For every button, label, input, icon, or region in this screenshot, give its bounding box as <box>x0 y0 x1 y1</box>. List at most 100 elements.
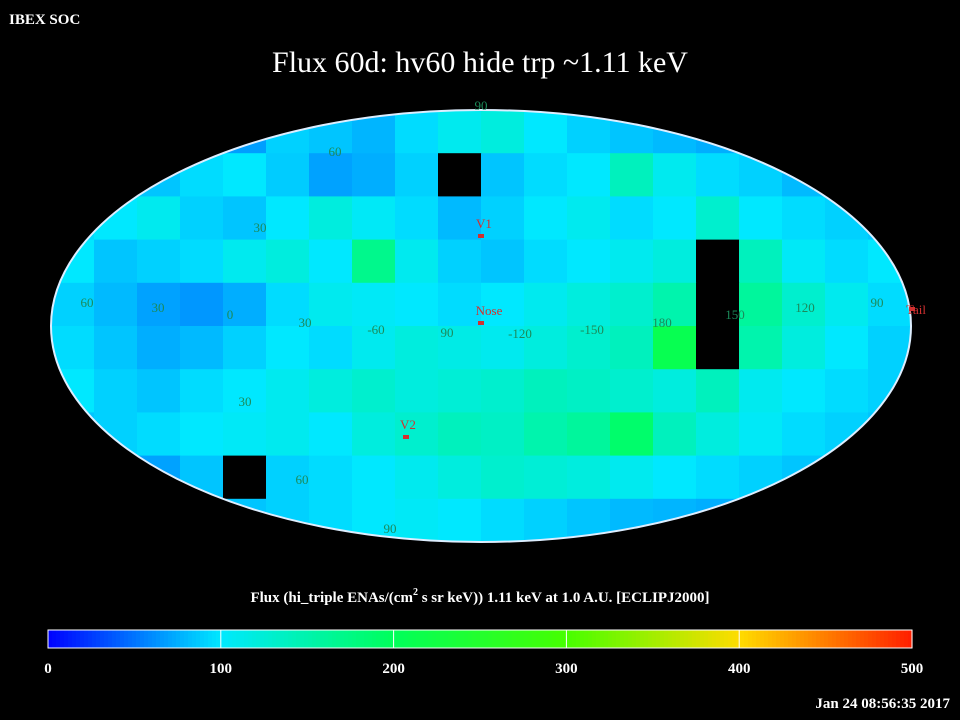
colorbar-swatch <box>616 630 621 648</box>
marker-label: Tail <box>906 302 926 317</box>
colorbar-swatch <box>584 630 589 648</box>
flux-cell <box>137 282 181 327</box>
colorbar-swatch <box>244 630 249 648</box>
flux-cell <box>524 239 568 284</box>
colorbar-swatch <box>824 630 829 648</box>
colorbar-swatch <box>144 630 149 648</box>
colorbar-swatch <box>344 630 349 648</box>
flux-cell <box>438 498 482 542</box>
flux-cell <box>524 153 568 197</box>
grid-label: 0 <box>227 307 234 322</box>
colorbar-swatch <box>76 630 81 648</box>
marker <box>478 234 484 238</box>
flux-cell <box>610 369 654 413</box>
colorbar-swatch <box>212 630 217 648</box>
colorbar-swatch <box>556 630 561 648</box>
colorbar-swatch <box>688 630 693 648</box>
flux-cell <box>223 326 267 370</box>
colorbar-swatch <box>752 630 757 648</box>
colorbar-swatch <box>808 630 813 648</box>
flux-cell <box>481 369 525 413</box>
grid-label: -150 <box>580 322 604 337</box>
colorbar-swatch <box>468 630 473 648</box>
flux-cell <box>567 455 611 500</box>
colorbar-swatch <box>484 630 489 648</box>
grid-label: 90 <box>441 325 454 340</box>
grid-label: 60 <box>329 144 342 159</box>
colorbar-swatch <box>692 630 697 648</box>
colorbar-swatch <box>684 630 689 648</box>
flux-cell <box>567 369 611 413</box>
colorbar-swatch <box>184 630 189 648</box>
flux-cell <box>567 412 611 457</box>
colorbar-swatch <box>172 630 177 648</box>
colorbar-swatch <box>524 630 529 648</box>
colorbar-swatch <box>200 630 205 648</box>
grid-label: 30 <box>152 300 165 315</box>
flux-cell <box>610 326 654 370</box>
colorbar-swatch <box>772 630 777 648</box>
flux-cell <box>438 110 482 154</box>
colorbar-swatch <box>552 630 557 648</box>
colorbar-swatch <box>480 630 485 648</box>
colorbar-swatch <box>372 630 377 648</box>
flux-cell <box>481 196 525 241</box>
flux-cell <box>266 196 310 241</box>
colorbar-swatch <box>312 630 317 648</box>
colorbar-swatch <box>748 630 753 648</box>
flux-cell <box>653 196 697 241</box>
flux-cell <box>223 455 267 500</box>
flux-cell <box>395 412 439 457</box>
flux-cell <box>266 412 310 457</box>
colorbar-swatch <box>368 630 373 648</box>
colorbar-swatch <box>56 630 61 648</box>
colorbar-swatch <box>908 630 913 648</box>
colorbar-tick-label: 500 <box>901 661 924 677</box>
colorbar-swatch <box>424 630 429 648</box>
colorbar-swatch <box>536 630 541 648</box>
colorbar-swatch <box>828 630 833 648</box>
flux-cell <box>653 239 697 284</box>
colorbar-swatch <box>700 630 705 648</box>
colorbar-swatch <box>788 630 793 648</box>
colorbar-swatch <box>656 630 661 648</box>
flux-cell <box>266 455 310 500</box>
colorbar-swatch <box>152 630 157 648</box>
org-label: IBEX SOC <box>9 12 80 28</box>
colorbar-swatch <box>580 630 585 648</box>
colorbar-swatch <box>108 630 113 648</box>
marker <box>478 321 484 325</box>
colorbar-swatch <box>848 630 853 648</box>
colorbar-swatch <box>640 630 645 648</box>
flux-cell <box>51 282 95 327</box>
flux-cell <box>180 412 224 457</box>
colorbar-swatch <box>268 630 273 648</box>
flux-cell <box>868 282 911 327</box>
flux-cell <box>395 239 439 284</box>
flux-cell <box>223 196 267 241</box>
flux-cell <box>223 412 267 457</box>
colorbar-swatch <box>804 630 809 648</box>
colorbar-swatch <box>188 630 193 648</box>
colorbar-swatch <box>624 630 629 648</box>
colorbar-swatch <box>488 630 493 648</box>
colorbar-swatch <box>400 630 405 648</box>
colorbar-swatch <box>592 630 597 648</box>
grid-label: 30 <box>239 394 252 409</box>
colorbar-swatch <box>796 630 801 648</box>
colorbar-swatch <box>704 630 709 648</box>
flux-cell <box>696 282 740 327</box>
flux-cell <box>223 282 267 327</box>
colorbar-swatch <box>208 630 213 648</box>
flux-cell <box>696 369 740 413</box>
colorbar-swatch <box>636 630 641 648</box>
flux-cell <box>309 455 353 500</box>
flux-cell <box>481 153 525 197</box>
flux-cell <box>94 326 138 370</box>
colorbar-swatch <box>116 630 121 648</box>
flux-cell <box>868 326 911 370</box>
flux-cell <box>739 196 783 241</box>
flux-cell <box>137 196 181 241</box>
flux-cell <box>825 326 869 370</box>
flux-cell <box>610 412 654 457</box>
